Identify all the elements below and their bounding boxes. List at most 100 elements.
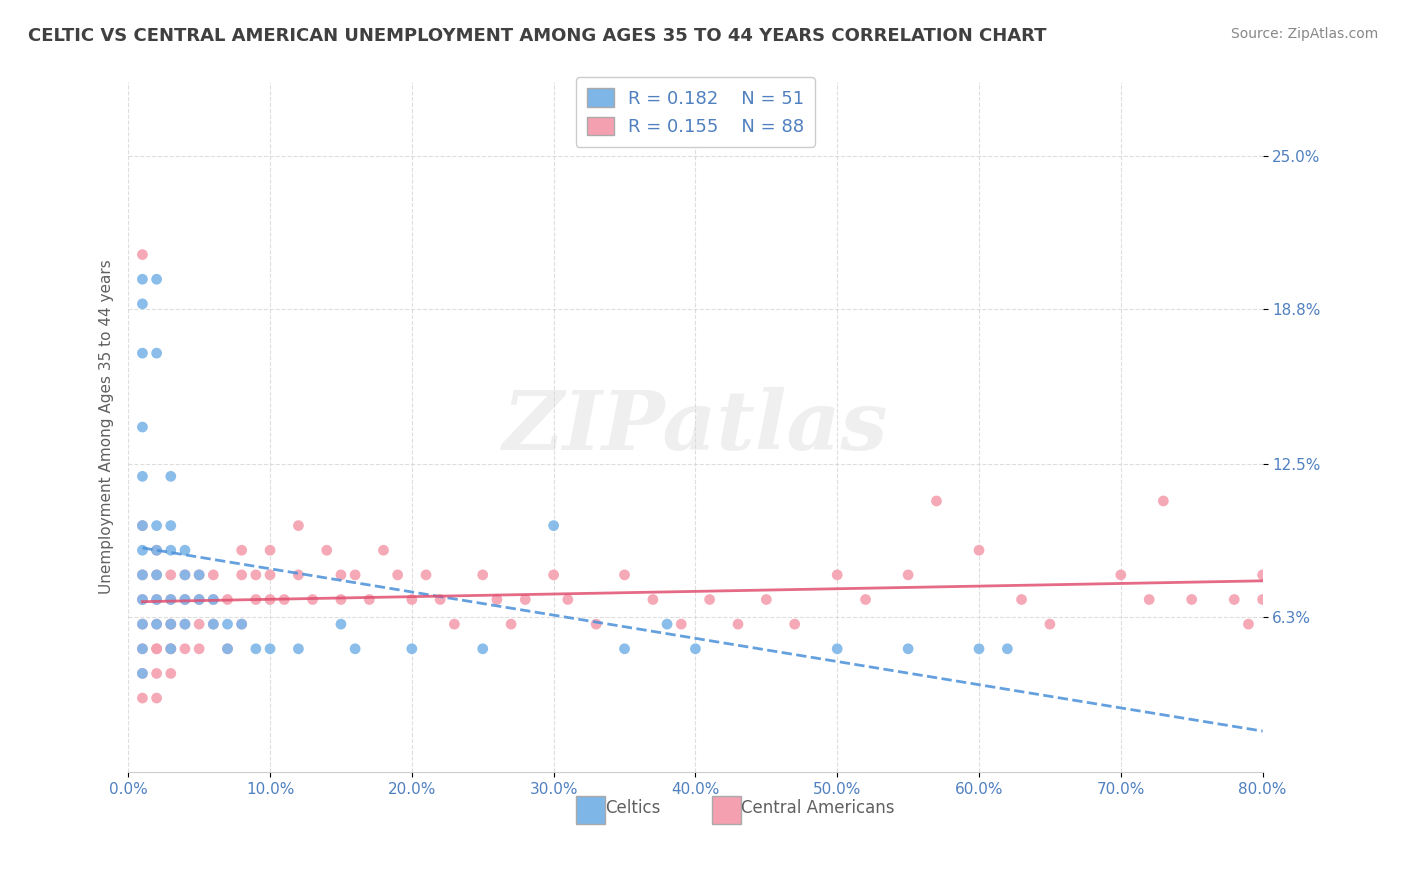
Point <box>543 567 565 582</box>
Point <box>245 567 267 582</box>
Point <box>471 567 494 582</box>
Point <box>145 641 167 656</box>
Point <box>783 617 806 632</box>
Point <box>429 592 451 607</box>
Point <box>174 567 197 582</box>
Text: Central Americans: Central Americans <box>741 799 894 817</box>
Point <box>373 543 395 558</box>
Point <box>401 592 423 607</box>
Point <box>855 592 877 607</box>
Point <box>485 592 508 607</box>
Point <box>231 617 253 632</box>
Point <box>202 617 225 632</box>
Point <box>699 592 721 607</box>
Point <box>202 592 225 607</box>
Point <box>1137 592 1160 607</box>
Point <box>217 641 239 656</box>
Point <box>685 641 707 656</box>
Point <box>287 567 309 582</box>
Point <box>131 518 153 533</box>
Point <box>145 346 167 360</box>
Point <box>131 617 153 632</box>
Point <box>515 592 537 607</box>
Point <box>1223 592 1246 607</box>
Point <box>131 691 153 706</box>
Point <box>1251 592 1274 607</box>
Point <box>231 617 253 632</box>
Point <box>897 641 920 656</box>
Point <box>344 641 367 656</box>
Point <box>329 567 352 582</box>
Point <box>131 641 153 656</box>
Text: Source: ZipAtlas.com: Source: ZipAtlas.com <box>1230 27 1378 41</box>
Point <box>259 543 281 558</box>
Point <box>159 641 181 656</box>
Point <box>131 420 153 434</box>
Point <box>967 543 990 558</box>
Point <box>174 592 197 607</box>
Point <box>329 592 352 607</box>
Point <box>174 543 197 558</box>
Point <box>315 543 337 558</box>
Point <box>131 567 153 582</box>
Point <box>387 567 409 582</box>
Point <box>301 592 323 607</box>
Point <box>159 592 181 607</box>
Point <box>159 543 181 558</box>
Point <box>287 518 309 533</box>
Point <box>202 617 225 632</box>
Text: ZIPatlas: ZIPatlas <box>503 387 889 467</box>
Point <box>231 567 253 582</box>
Point <box>415 567 437 582</box>
FancyBboxPatch shape <box>713 797 741 823</box>
Point <box>131 567 153 582</box>
Point <box>217 617 239 632</box>
Point <box>145 592 167 607</box>
Point <box>585 617 607 632</box>
Point <box>159 518 181 533</box>
Point <box>471 641 494 656</box>
Point <box>145 543 167 558</box>
Point <box>329 617 352 632</box>
Point <box>259 641 281 656</box>
Point <box>755 592 778 607</box>
Legend: R = 0.182    N = 51, R = 0.155    N = 88: R = 0.182 N = 51, R = 0.155 N = 88 <box>576 78 815 147</box>
Point <box>443 617 465 632</box>
Point <box>1109 567 1132 582</box>
Point <box>613 567 636 582</box>
Point <box>159 617 181 632</box>
Point <box>641 592 664 607</box>
Point <box>655 617 678 632</box>
Point <box>245 592 267 607</box>
Point <box>1251 567 1274 582</box>
Point <box>159 567 181 582</box>
Point <box>825 567 848 582</box>
Point <box>131 543 153 558</box>
Point <box>131 297 153 311</box>
Text: CELTIC VS CENTRAL AMERICAN UNEMPLOYMENT AMONG AGES 35 TO 44 YEARS CORRELATION CH: CELTIC VS CENTRAL AMERICAN UNEMPLOYMENT … <box>28 27 1046 45</box>
Point <box>131 666 153 681</box>
Point <box>174 617 197 632</box>
Point <box>1181 592 1204 607</box>
Point <box>557 592 579 607</box>
Point <box>131 641 153 656</box>
Point <box>159 469 181 483</box>
Point <box>131 346 153 360</box>
Y-axis label: Unemployment Among Ages 35 to 44 years: Unemployment Among Ages 35 to 44 years <box>100 260 114 594</box>
Point <box>145 691 167 706</box>
Point <box>145 272 167 286</box>
Point <box>344 567 367 582</box>
Point <box>217 641 239 656</box>
Point <box>202 592 225 607</box>
Point <box>145 617 167 632</box>
Point <box>159 617 181 632</box>
Point <box>1039 617 1062 632</box>
Point <box>174 617 197 632</box>
Point <box>188 592 211 607</box>
Point <box>188 641 211 656</box>
Point <box>188 617 211 632</box>
Text: Celtics: Celtics <box>605 799 659 817</box>
Point <box>671 617 693 632</box>
Point <box>188 592 211 607</box>
Point <box>145 567 167 582</box>
